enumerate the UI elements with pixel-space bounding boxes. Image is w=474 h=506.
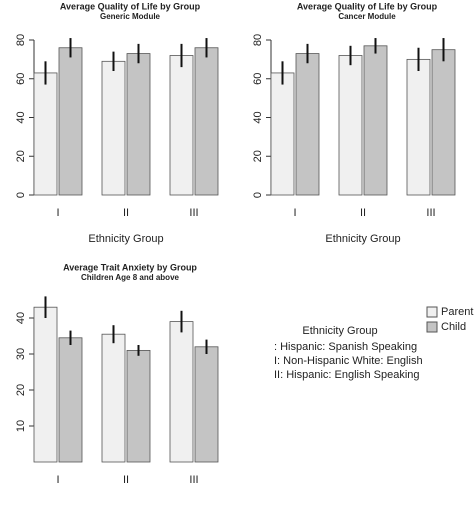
bar xyxy=(270,72,295,196)
y-tick-label: 0 xyxy=(15,192,27,198)
y-tick-label: 40 xyxy=(252,111,264,123)
x-tick-label: II xyxy=(360,207,366,219)
y-tick-label: 40 xyxy=(15,111,27,123)
y-tick-label: 0 xyxy=(252,192,264,198)
chart-title: Average Quality of Life by Group xyxy=(60,1,201,11)
legend-swatch xyxy=(426,321,438,333)
x-axis-label: Ethnicity Group xyxy=(88,233,163,245)
y-tick-label: 60 xyxy=(252,73,264,85)
x-tick-label: III xyxy=(189,207,198,219)
y-tick-label: 20 xyxy=(15,384,27,396)
chart-title: Average Trait Anxiety by Group xyxy=(63,262,197,272)
bar xyxy=(58,47,83,196)
chart-subtitle: Cancer Module xyxy=(338,12,396,21)
y-tick-label: 20 xyxy=(15,150,27,162)
x-tick-label: I xyxy=(56,207,59,219)
bar xyxy=(33,306,58,463)
bar xyxy=(194,47,219,196)
legend-label: Child xyxy=(441,321,466,333)
bar xyxy=(33,72,58,196)
bar xyxy=(406,58,431,196)
bar xyxy=(169,55,194,196)
x-tick-label: III xyxy=(426,207,435,219)
y-tick-label: 80 xyxy=(15,34,27,46)
x-tick-label: II xyxy=(123,474,129,486)
legend-label: Parent xyxy=(441,306,473,318)
y-tick-label: 60 xyxy=(15,73,27,85)
bar xyxy=(194,346,219,463)
bar xyxy=(295,53,320,196)
key-item: II: Hispanic: English Speaking xyxy=(274,369,420,381)
chart-subtitle: Children Age 8 and above xyxy=(81,273,179,282)
bar xyxy=(169,321,194,463)
bar xyxy=(101,333,126,463)
chart-title: Average Quality of Life by Group xyxy=(297,1,438,11)
bar xyxy=(363,45,388,196)
x-tick-label: I xyxy=(56,474,59,486)
y-tick-label: 20 xyxy=(252,150,264,162)
x-tick-label: II xyxy=(123,207,129,219)
y-tick-label: 30 xyxy=(15,348,27,360)
bar xyxy=(126,349,151,463)
x-tick-label: I xyxy=(293,207,296,219)
bar xyxy=(431,49,456,196)
legend-swatch xyxy=(426,306,438,318)
y-tick-label: 40 xyxy=(15,312,27,324)
key-item: I: Non-Hispanic White: English xyxy=(274,355,423,367)
bar xyxy=(101,60,126,196)
chart-subtitle: Generic Module xyxy=(100,12,161,21)
x-axis-label: Ethnicity Group xyxy=(325,233,400,245)
key-item: : Hispanic: Spanish Speaking xyxy=(274,341,417,353)
bar xyxy=(338,55,363,196)
y-tick-label: 80 xyxy=(252,34,264,46)
x-tick-label: III xyxy=(189,474,198,486)
bar xyxy=(58,337,83,463)
y-tick-label: 10 xyxy=(15,420,27,432)
bar xyxy=(126,53,151,196)
key-title: Ethnicity Group xyxy=(302,325,377,337)
